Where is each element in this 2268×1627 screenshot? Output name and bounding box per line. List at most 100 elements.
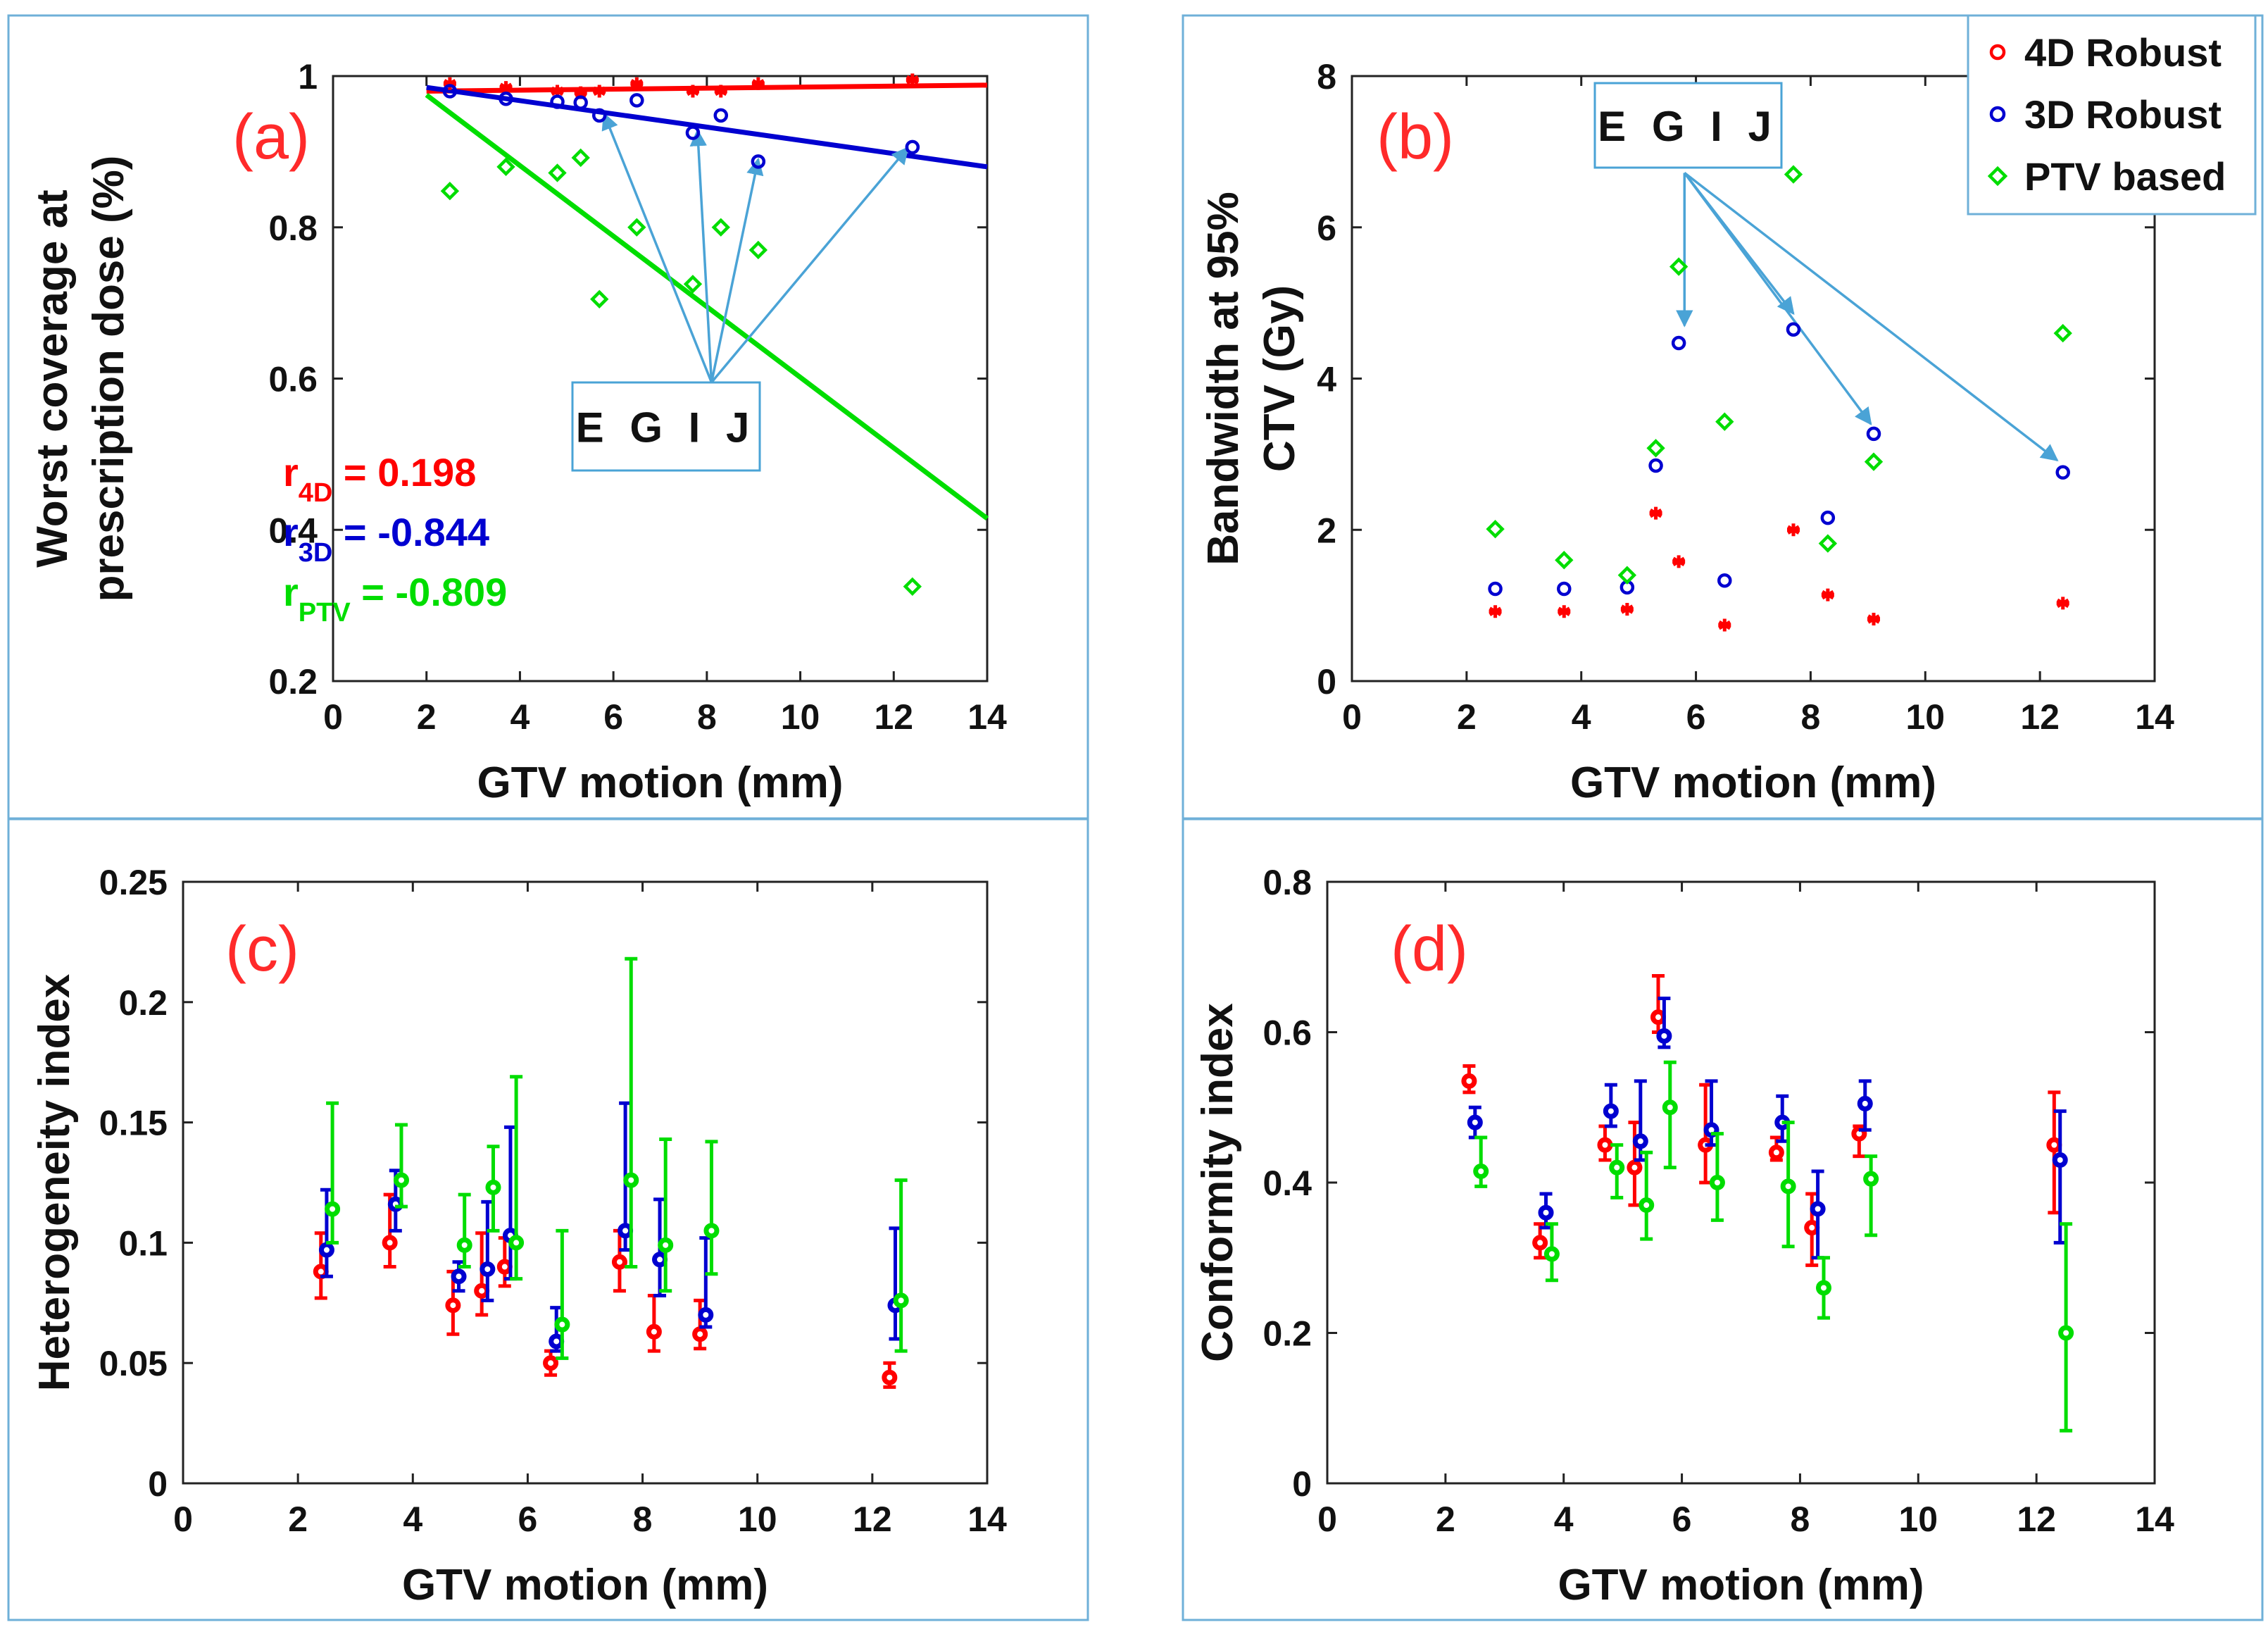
data-point-center [1602, 1142, 1608, 1148]
x-tick-label: 8 [697, 697, 717, 737]
y-tick-label: 0.8 [268, 208, 318, 248]
data-point-center [553, 1338, 560, 1345]
data-point-center [2051, 1142, 2057, 1148]
data-point-center [2063, 1330, 2069, 1336]
data-point-center [1478, 1168, 1484, 1174]
y-tick-label: 0 [148, 1464, 168, 1504]
data-point [443, 77, 456, 90]
x-axis-label: GTV motion (mm) [1558, 1561, 1924, 1609]
y-tick-label: 4 [1317, 360, 1336, 399]
data-point-center [1631, 1164, 1638, 1171]
data-point-center [1708, 1127, 1715, 1133]
data-point [1649, 506, 1662, 520]
x-tick-label: 4 [1572, 697, 1591, 737]
panel-label: (d) [1391, 914, 1468, 985]
data-point [711, 218, 730, 237]
data-point-center [1785, 1183, 1791, 1190]
x-tick-label: 6 [603, 697, 623, 737]
x-tick-label: 12 [2020, 697, 2060, 737]
data-point-center [1667, 1104, 1673, 1111]
data-point-center [1809, 1225, 1815, 1231]
x-axis-label: GTV motion (mm) [477, 759, 843, 807]
callout-arrow [710, 147, 909, 383]
data-point-center [1637, 1138, 1643, 1145]
data-point [1715, 412, 1734, 431]
x-tick-label: 2 [417, 697, 437, 737]
y-tick-label: 0 [1317, 662, 1336, 702]
x-tick-label: 10 [738, 1500, 777, 1539]
data-point [1820, 510, 1836, 525]
correlation-text: r3D = -0.844 [283, 510, 489, 568]
y-tick-label: 0.4 [268, 511, 318, 550]
data-point-center [318, 1268, 324, 1275]
data-point [590, 289, 609, 308]
y-tick-label: 0.8 [1263, 863, 1312, 902]
x-tick-label: 2 [1436, 1500, 1455, 1539]
x-tick-label: 12 [2017, 1500, 2056, 1539]
panel-label: (a) [232, 102, 310, 173]
data-point [442, 84, 458, 99]
x-tick-label: 0 [1342, 697, 1362, 737]
x-tick-label: 8 [1801, 697, 1821, 737]
data-point [685, 125, 701, 140]
data-point [1717, 573, 1732, 588]
data-point-center [559, 1321, 565, 1328]
panel-border [1182, 818, 2264, 1621]
data-point [627, 218, 646, 237]
correlation-text: r4D = 0.198 [283, 450, 476, 508]
data-point [574, 86, 587, 99]
data-point [1669, 257, 1689, 276]
panel-b: 0 2 4 6 8 10 12 14 0 2 4 6 8 GTV motion (mm) Bandwidth… [1182, 14, 2264, 820]
panel-d: 0 2 4 6 8 10 12 14 0 0.2 0.4 0.6 0.8 GTV motion (mm) C… [1182, 818, 2264, 1621]
data-point [714, 85, 727, 98]
x-tick-label: 8 [1791, 1500, 1810, 1539]
y-tick-label: 6 [1317, 208, 1336, 248]
legend-box [1967, 14, 2257, 216]
data-point [906, 73, 919, 87]
data-point-center [548, 1360, 554, 1366]
panel-label: (c) [225, 914, 299, 985]
data-point [1867, 612, 1881, 625]
y-axis-label: CTV (Gy) [1255, 285, 1304, 472]
data-point-center [479, 1288, 485, 1294]
panel-border [7, 14, 1089, 820]
x-tick-label: 14 [2135, 697, 2174, 737]
data-point-center [1856, 1130, 1862, 1137]
data-point-center [898, 1297, 904, 1304]
data-point-center [1608, 1108, 1614, 1114]
data-point-center [456, 1273, 462, 1280]
data-point-center [1472, 1119, 1478, 1126]
y-tick-label: 2 [1317, 511, 1336, 550]
correlation-prefix: r [283, 510, 299, 554]
data-point [629, 93, 644, 108]
x-tick-label: 14 [967, 697, 1007, 737]
panel-label: (b) [1377, 102, 1454, 173]
axes-box [182, 880, 989, 1485]
data-point-center [490, 1184, 496, 1190]
data-point [1488, 581, 1503, 597]
legend-label: 4D Robust [2024, 30, 2222, 75]
callout-box [571, 381, 761, 472]
y-tick-label: 1 [298, 57, 318, 96]
data-point [1864, 452, 1884, 471]
y-tick-label: 0.25 [99, 863, 168, 902]
x-tick-label: 12 [874, 697, 913, 737]
y-axis-label: prescription dose (%) [84, 156, 133, 602]
data-point-center [461, 1242, 468, 1248]
correlation-prefix: r [283, 450, 299, 494]
callout-arrow [710, 157, 764, 383]
data-point-center [1543, 1209, 1549, 1216]
data-point-center [708, 1228, 715, 1234]
data-point-center [697, 1331, 703, 1338]
x-axis-label: GTV motion (mm) [1570, 759, 1936, 807]
x-tick-label: 10 [781, 697, 820, 737]
x-tick-label: 4 [1554, 1500, 1574, 1539]
data-point-center [330, 1206, 336, 1212]
correlation-prefix: r [283, 570, 299, 614]
data-point-center [628, 1177, 634, 1183]
data-point-center [1773, 1149, 1779, 1156]
legend-label: 3D Robust [2024, 92, 2222, 137]
data-point [1818, 534, 1838, 553]
x-tick-label: 2 [288, 1500, 308, 1539]
data-point [496, 157, 515, 177]
